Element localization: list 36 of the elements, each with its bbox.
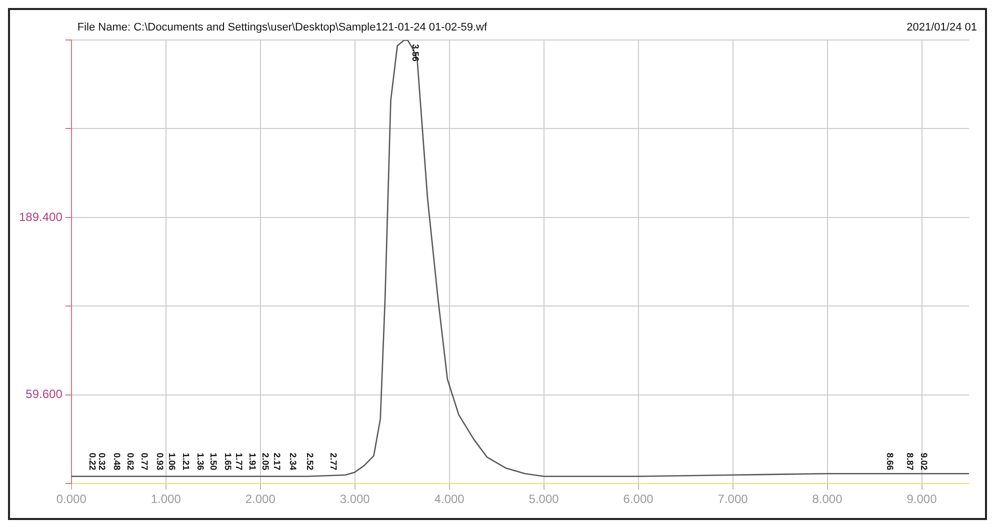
y-tick-label: 59.600: [26, 387, 63, 402]
x-tick-label: 4.000: [434, 492, 465, 506]
x-tick-label: 5.000: [528, 492, 560, 506]
annotation: 0.93: [154, 452, 165, 470]
annotation: 0.48: [112, 452, 122, 470]
annotation: 8.87: [904, 452, 915, 470]
x-tick-label: 8.000: [812, 492, 843, 506]
x-tick-label: 2.000: [245, 492, 276, 506]
annotation: 0.32: [97, 452, 108, 470]
x-tick-label: 1.000: [150, 492, 182, 506]
annotation: 0.62: [125, 452, 136, 470]
chart-subtitle: 2021/01/24 01: [906, 22, 977, 34]
annotation: 2.05: [260, 452, 271, 470]
x-tick-label: 9.000: [906, 492, 938, 506]
annotation: 1.91: [247, 452, 258, 470]
annotation: 9.02: [919, 452, 930, 470]
x-tick-label: 7.000: [718, 492, 748, 506]
x-tick-label: 0.000: [56, 492, 87, 506]
annotation: 0.22: [88, 452, 98, 470]
annotation: 2.34: [288, 452, 298, 470]
annotation: 1.65: [222, 452, 233, 470]
annotation: 2.77: [328, 452, 339, 470]
annotation: 2.52: [305, 452, 315, 470]
annotation: 0.77: [140, 452, 150, 470]
annotation: 8.66: [885, 452, 896, 470]
annotation: 2.17: [272, 452, 282, 470]
annotation: 1.36: [195, 452, 206, 470]
annotation: 1.77: [234, 452, 244, 470]
annotation: 1.21: [181, 452, 192, 470]
annotation: 1.06: [167, 452, 178, 470]
x-tick-label: 3.000: [340, 492, 370, 506]
x-tick-label: 6.000: [623, 492, 654, 506]
annotation: 3.56: [410, 44, 420, 62]
annotation: 1.50: [208, 452, 219, 470]
y-tick-label: 189.400: [18, 210, 63, 224]
chart-title: File Name: C:\Documents and Settings\user\Desktop\Sample121-01-24 01-02-59.wf: [77, 22, 488, 34]
